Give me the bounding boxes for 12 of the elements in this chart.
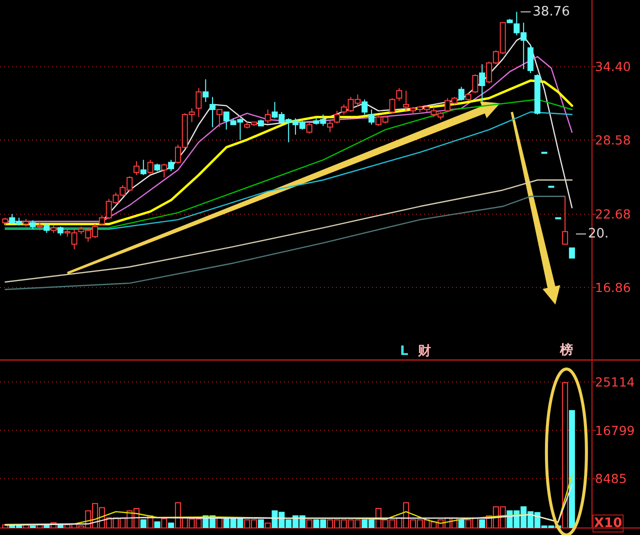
y-tick-label: 34.40 [595, 59, 631, 74]
y-tick-label: 22.68 [595, 206, 631, 222]
y-tick-label: 28.58 [595, 132, 631, 148]
annotation: 榜 [559, 342, 573, 358]
annotation: 38.76 [532, 4, 570, 20]
y-tick-label: 8485 [595, 471, 627, 486]
annotation: 财 [417, 344, 431, 359]
y-tick-label: 25114 [595, 374, 635, 390]
y-tick-label: 16.86 [595, 280, 631, 295]
annotation: L [400, 344, 408, 359]
text: X10 [594, 516, 622, 531]
y-tick-label: 16799 [595, 422, 635, 438]
